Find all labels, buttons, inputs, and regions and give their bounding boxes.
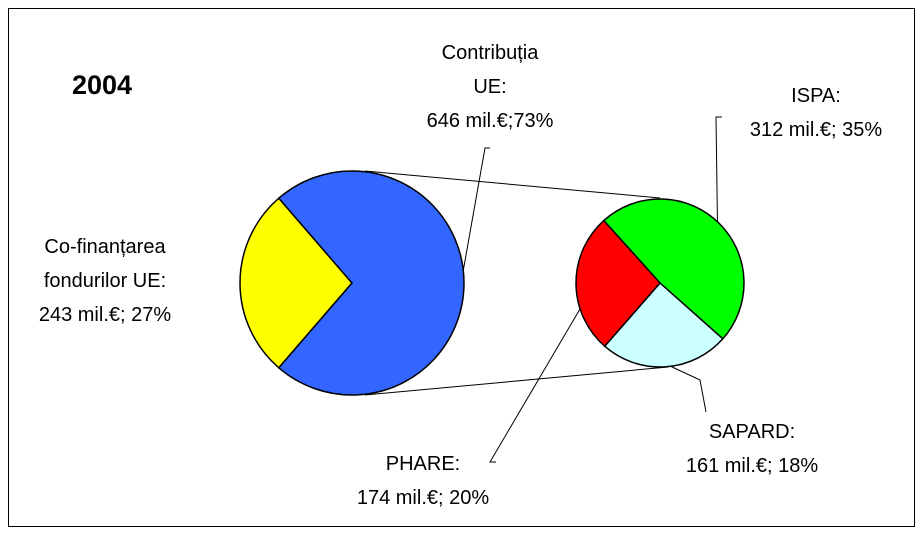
data-label: PHARE: 174 mil.€; 20%	[343, 447, 503, 515]
connector-line	[364, 366, 669, 396]
category-label: ISPA:	[791, 85, 841, 107]
category-label: SAPARD:	[708, 421, 796, 443]
data-label: ISPA: 312 mil.€; 35%	[736, 79, 896, 147]
pie-slice	[575, 219, 662, 348]
category-label: Contribuția UE:	[441, 42, 539, 98]
value-label: 243 mil.€; 27%	[38, 304, 172, 326]
leader-line	[669, 365, 707, 413]
value-label: 646 mil.€;73%	[426, 110, 554, 132]
value-label: 312 mil.€; 35%	[749, 119, 883, 141]
data-label: SAPARD: 161 mil.€; 18%	[672, 415, 832, 483]
category-label: PHARE:	[385, 453, 461, 475]
leader-line	[462, 147, 490, 273]
pie-slice	[239, 197, 353, 369]
category-label: Co-finanțarea fondurilor UE:	[43, 236, 167, 292]
leader-line	[715, 116, 722, 263]
value-label: 161 mil.€; 18%	[685, 455, 819, 477]
connector-line	[364, 170, 661, 199]
chart-title: 2004	[72, 70, 133, 100]
pie-slice	[602, 198, 745, 340]
leader-line	[489, 291, 591, 463]
value-label: 174 mil.€; 20%	[356, 487, 490, 509]
pie-slice	[277, 170, 465, 396]
data-label: Contribuția UE: 646 mil.€;73%	[427, 36, 554, 138]
data-label: Co-finanțarea fondurilor UE: 243 mil.€; …	[10, 230, 200, 332]
pie-slice	[603, 281, 724, 368]
